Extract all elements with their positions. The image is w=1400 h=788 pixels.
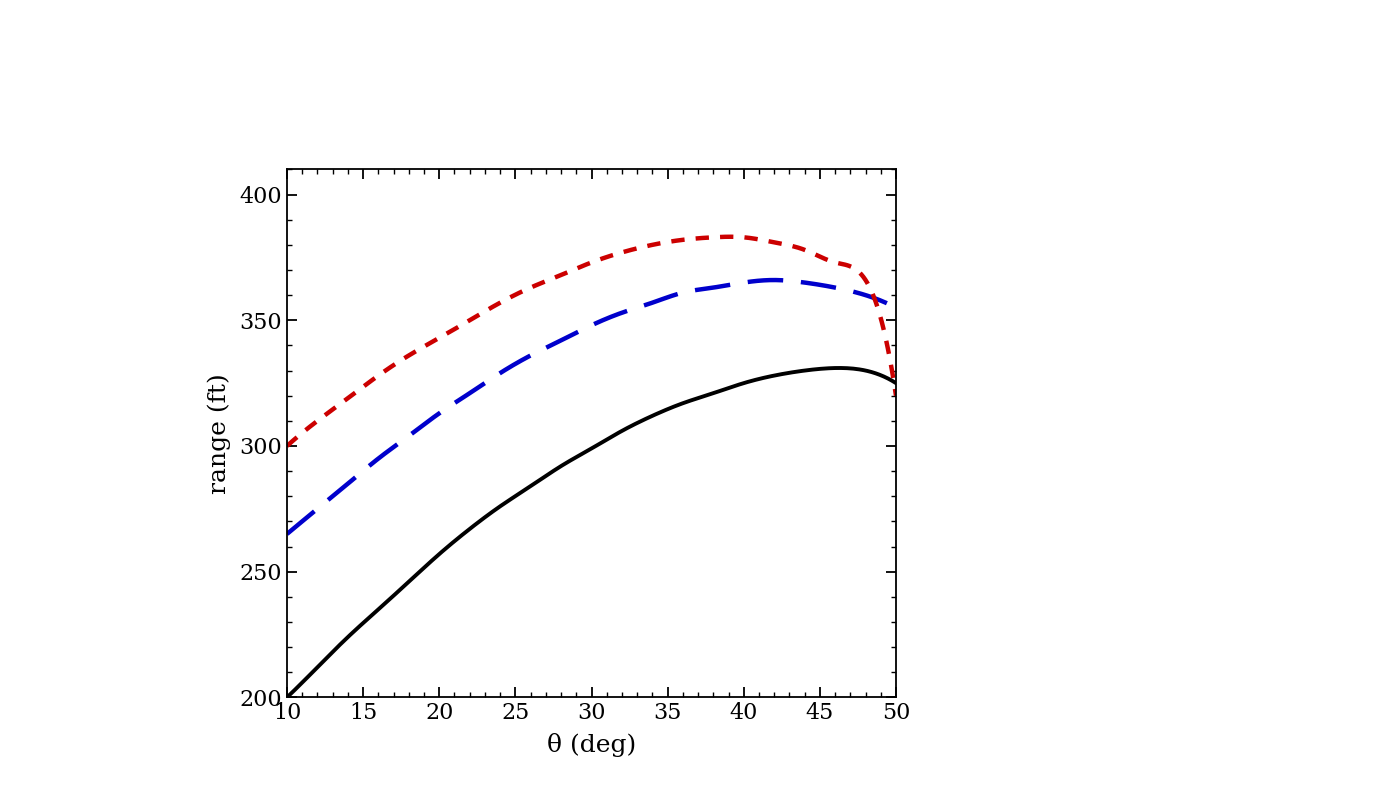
Y-axis label: range (ft): range (ft) xyxy=(207,373,231,494)
X-axis label: θ (deg): θ (deg) xyxy=(547,733,636,756)
